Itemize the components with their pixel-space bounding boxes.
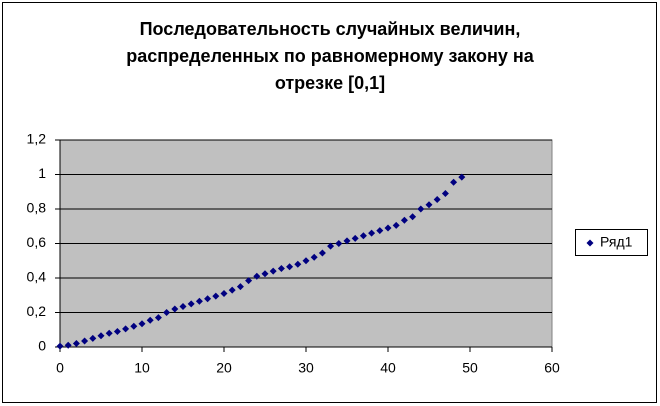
point — [441, 189, 449, 197]
point — [81, 337, 89, 345]
point — [376, 227, 384, 235]
point — [359, 232, 367, 240]
point — [72, 340, 80, 348]
point — [253, 272, 261, 280]
point — [327, 242, 335, 250]
point — [425, 201, 433, 209]
point — [64, 341, 72, 349]
x-tick-label: 30 — [298, 360, 314, 376]
point — [236, 283, 244, 291]
point — [277, 265, 285, 273]
point — [400, 216, 408, 224]
point — [458, 173, 466, 181]
point — [392, 221, 400, 229]
x-tick-label: 60 — [544, 360, 560, 376]
point — [417, 205, 425, 213]
y-tick-label: 0,4 — [27, 269, 47, 285]
point — [195, 297, 203, 305]
x-tick-label: 40 — [380, 360, 396, 376]
point — [187, 300, 195, 308]
point — [351, 234, 359, 242]
x-tick-label: 0 — [56, 360, 64, 376]
point — [56, 342, 64, 350]
point — [318, 249, 326, 257]
point — [310, 253, 318, 261]
point — [269, 267, 277, 275]
point — [220, 290, 228, 298]
point — [450, 178, 458, 186]
x-tick-label: 50 — [462, 360, 478, 376]
x-tick-label: 20 — [216, 360, 232, 376]
point — [122, 325, 130, 333]
y-tick-label: 1 — [38, 165, 46, 181]
y-tick-label: 0,2 — [27, 303, 47, 319]
point — [89, 334, 97, 342]
y-tick-label: 0,8 — [27, 200, 47, 216]
point — [384, 224, 392, 232]
point — [179, 302, 187, 310]
point — [130, 322, 138, 330]
y-tick-label: 0,6 — [27, 234, 47, 250]
point — [113, 327, 121, 335]
point — [294, 260, 302, 268]
legend-label: Ряд1 — [600, 234, 633, 250]
point — [154, 314, 162, 322]
point — [302, 257, 310, 265]
point — [171, 305, 179, 313]
point — [97, 332, 105, 340]
x-tick-label: 10 — [134, 360, 150, 376]
point — [163, 309, 171, 316]
point — [105, 329, 113, 337]
point — [261, 270, 269, 278]
point — [245, 277, 253, 285]
point — [433, 196, 441, 204]
point — [212, 292, 220, 300]
chart-title: распределенных по равномерному закону на — [126, 46, 535, 66]
point — [286, 263, 294, 271]
point — [146, 316, 154, 324]
point — [335, 240, 343, 247]
point — [343, 237, 351, 245]
point — [368, 229, 376, 237]
point — [204, 295, 212, 303]
point — [138, 320, 146, 328]
chart-title: отрезке [0,1] — [275, 73, 385, 93]
legend-marker — [586, 239, 594, 247]
point — [228, 286, 236, 294]
y-tick-label: 1,2 — [27, 131, 47, 147]
point — [409, 213, 417, 221]
chart-title: Последовательность случайных величин, — [140, 19, 521, 39]
y-tick-label: 0 — [38, 338, 46, 354]
